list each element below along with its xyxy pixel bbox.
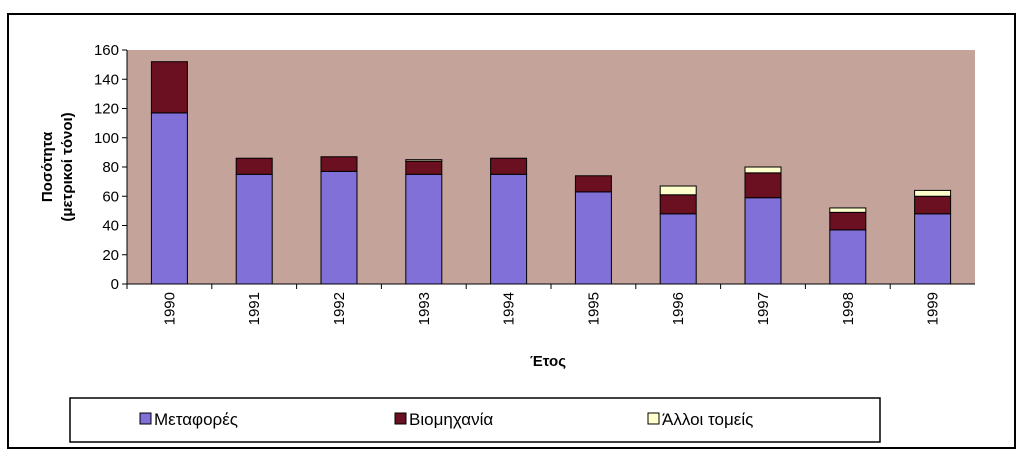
bar-segment [490,173,528,285]
y-tick-label: 60 [102,188,119,205]
bar-segment [235,157,273,175]
bar-segment [914,195,952,215]
bar-segment [829,207,867,213]
y-tick-label: 40 [102,218,119,235]
bar-segment [320,170,358,285]
x-axis-title: Έτος [530,353,566,370]
legend-swatch [647,412,660,425]
y-axis-title: (μετρικοί τόνοι) [59,112,76,221]
x-tick-label: 1998 [840,292,857,325]
y-tick-label: 140 [94,71,119,88]
y-axis-title: Ποσότητα [39,131,56,202]
legend [69,397,881,443]
bar-segment [914,189,952,197]
y-tick-label: 160 [94,42,119,59]
bar-segment [150,61,188,114]
bar-segment [659,213,697,285]
legend-label: Άλλοι τομείς [662,410,753,429]
bar-segment [829,229,867,285]
bar-segment [659,185,697,196]
x-tick-label: 1992 [331,292,348,325]
bar-segment [405,159,443,162]
bar-segment [405,173,443,285]
bar-segment [574,191,612,285]
legend-swatch [139,412,152,425]
bar-segment [574,175,612,193]
bar-segment [744,197,782,285]
x-tick-label: 1995 [585,292,602,325]
bar-segment [235,173,273,285]
y-tick-label: 20 [102,247,119,264]
bar-segment [659,194,697,215]
bar-segment [490,157,528,175]
bar-segment [744,166,782,174]
bar-segment [405,160,443,175]
y-tick-label: 120 [94,101,119,118]
bar-segment [829,211,867,231]
y-tick-label: 80 [102,159,119,176]
x-tick-label: 1996 [670,292,687,325]
bar-segment [320,156,358,172]
x-tick-label: 1994 [501,292,518,325]
x-tick-label: 1997 [755,292,772,325]
legend-label: Βιομηχανία [409,410,493,429]
x-tick-label: 1990 [161,292,178,325]
x-tick-label: 1991 [246,292,263,325]
legend-swatch [394,412,407,425]
y-tick-label: 0 [111,276,119,293]
bar-segment [744,172,782,199]
bar-segment [150,112,188,285]
y-tick-label: 100 [94,130,119,147]
legend-label: Μεταφορές [154,410,238,429]
x-tick-label: 1993 [416,292,433,325]
bar-segment [914,213,952,285]
x-tick-label: 1999 [925,292,942,325]
